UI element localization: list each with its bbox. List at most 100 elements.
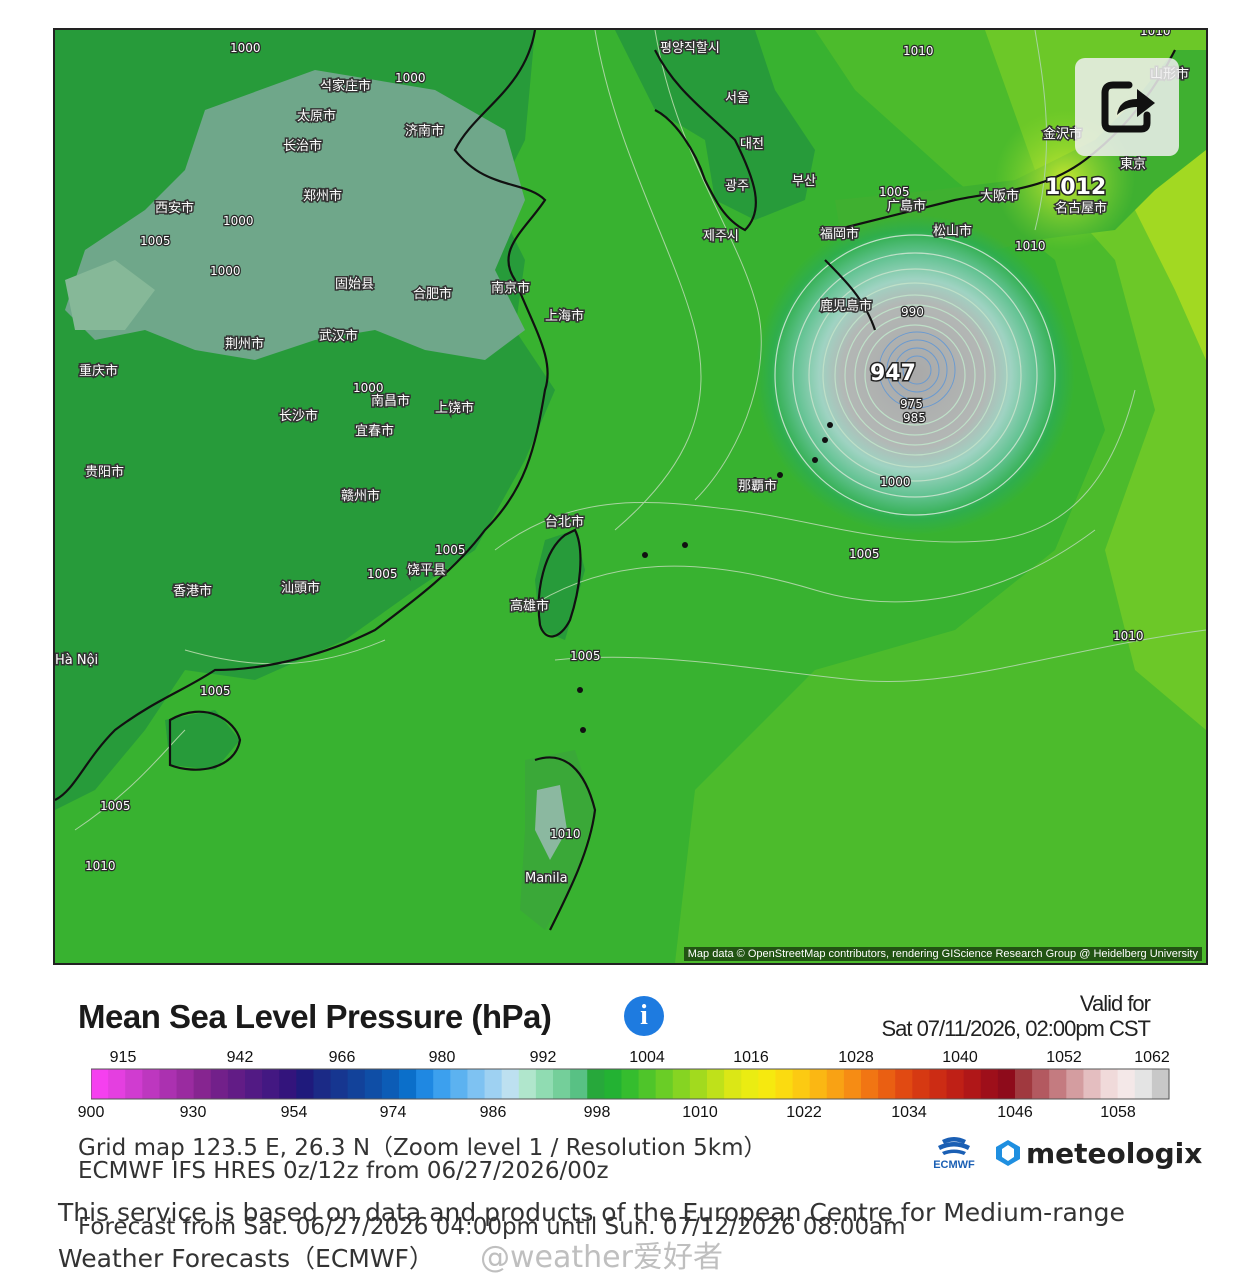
isobar-label: 1010 [1113, 629, 1144, 643]
isobar-label: 1005 [435, 543, 466, 557]
coastlines [55, 30, 1176, 931]
scale-color-cell [843, 1069, 862, 1099]
scale-color-cell [878, 1069, 896, 1099]
scale-color-cell [946, 1069, 965, 1099]
valid-for-block: Valid for Sat 07/11/2026, 02:00pm CST [881, 991, 1151, 1042]
scale-tick-bottom: 1034 [891, 1104, 927, 1121]
share-button[interactable] [1075, 58, 1179, 156]
scale-color-cell [809, 1069, 828, 1099]
city-label: 固始县 [335, 277, 374, 292]
forecast-range: Forecast from Sat. 06/27/2026 04:00pm un… [78, 1214, 906, 1240]
isobar-label: 1005 [367, 567, 398, 581]
city-label: 香港市 [173, 583, 212, 599]
pressure-map[interactable]: 평양직할시 서울 대전 광주 부산 제주시 석家庄市 太原市 济南市 长治市 郑… [53, 28, 1208, 965]
pressure-zone-1000 [65, 70, 525, 360]
scale-color-cell [1032, 1069, 1050, 1099]
scale-color-cell [279, 1069, 297, 1099]
model-info: ECMWF IFS HRES 0z/12z from 06/27/2026/00… [78, 1158, 609, 1184]
isobar-label: 1010 [1140, 30, 1171, 38]
city-label: 제주시 [703, 229, 739, 244]
scale-color-cell [929, 1069, 948, 1099]
scale-color-cell [1100, 1069, 1119, 1099]
scale-tick-top: 1028 [838, 1049, 874, 1066]
city-label: 名古屋市 [1055, 200, 1107, 216]
scale-color-cell [638, 1069, 657, 1099]
scale-color-cell [963, 1069, 982, 1099]
map-labels: 평양직할시 서울 대전 광주 부산 제주시 석家庄市 太原市 济南市 长治市 郑… [55, 30, 1191, 888]
city-label: 上海市 [545, 308, 584, 324]
city-label: 那覇市 [738, 478, 777, 494]
scale-color-cell [399, 1069, 417, 1099]
isobar-label: 1005 [100, 799, 131, 813]
meteologix-logo: meteologix [994, 1136, 1202, 1170]
city-label: 광주 [725, 179, 749, 194]
scale-color-cell [296, 1069, 315, 1099]
scale-color-cell [604, 1069, 623, 1099]
city-label: 대전 [740, 137, 764, 152]
city-label: 평양직할시 [660, 41, 720, 56]
scale-color-cell [587, 1069, 605, 1099]
scale-color-cell [484, 1069, 503, 1099]
scale-color-cell [210, 1069, 229, 1099]
scale-color-cell [330, 1069, 349, 1099]
isobar-label: 1010 [1015, 239, 1046, 253]
legend-title: Mean Sea Level Pressure (hPa) [78, 998, 552, 1035]
scale-tick-top: 980 [429, 1049, 456, 1066]
scale-color-cell [245, 1069, 263, 1099]
isobar-label: 1005 [140, 234, 171, 248]
scale-tick-bottom: 930 [180, 1104, 207, 1121]
city-label: 台北市 [545, 514, 584, 530]
land-hainan [165, 710, 240, 770]
isobar-label: 975 [900, 397, 923, 411]
scale-color-cell [895, 1069, 913, 1099]
scale-tick-top: 992 [530, 1049, 557, 1066]
watermark: @weather爱好者 [480, 1240, 723, 1275]
typhoon-center-label: 947 [870, 361, 916, 386]
city-label: 석家庄市 [320, 78, 371, 94]
city-label: 太原市 [297, 108, 336, 124]
service-note: This service is based on data and produc… [58, 1190, 1178, 1282]
info-icon[interactable]: i [624, 996, 664, 1036]
scale-color-cell [724, 1069, 742, 1099]
isobar-label: 1000 [223, 214, 254, 228]
share-icon [1101, 81, 1155, 133]
city-label: Hà Nội [55, 653, 98, 668]
scale-color-cell [997, 1069, 1016, 1099]
scale-color-cell [1151, 1069, 1170, 1099]
scale-color-cell [861, 1069, 879, 1099]
high-center-label: 1012 [1045, 175, 1106, 200]
ecmwf-label: ECMWF [933, 1159, 975, 1171]
scale-color-cell [570, 1069, 588, 1099]
scale-tick-bottom: 986 [480, 1104, 507, 1121]
scale-color-cell [621, 1069, 640, 1099]
color-scale [91, 1068, 1170, 1100]
service-note-text: This service is based on data and produc… [58, 1198, 1125, 1273]
scale-color-cell [792, 1069, 811, 1099]
isobar-label: 1005 [200, 684, 231, 698]
scale-tick-top: 966 [329, 1049, 356, 1066]
valid-for-label: Valid for [1079, 991, 1151, 1016]
scale-color-cell [1066, 1069, 1085, 1099]
pressure-zone-1008 [675, 30, 1206, 963]
scale-tick-top: 942 [227, 1049, 254, 1066]
scale-color-cell [416, 1069, 434, 1099]
city-label: 广島市 [887, 198, 926, 214]
scale-color-cell [826, 1069, 845, 1099]
typhoon-inner-isobars [878, 331, 956, 409]
map-attribution: Map data © OpenStreetMap contributors, r… [683, 947, 1202, 961]
city-label: 重庆市 [79, 363, 118, 379]
scale-color-cell [655, 1069, 674, 1099]
city-label: 赣州市 [341, 488, 380, 504]
scale-color-cell [176, 1069, 195, 1099]
city-label: 荆州市 [225, 336, 264, 352]
isobar-label: 1000 [880, 475, 911, 489]
city-label: 大阪市 [980, 188, 1019, 204]
isobars [74, 30, 1206, 831]
scale-color-cell [1083, 1069, 1102, 1099]
isobar-label: 1010 [85, 859, 116, 873]
scale-color-cell [450, 1069, 469, 1099]
city-label: 长治市 [283, 138, 322, 154]
pressure-zone-1010-luzon [535, 785, 567, 860]
islands [577, 422, 833, 733]
scale-tick-bottom: 1046 [997, 1104, 1033, 1121]
